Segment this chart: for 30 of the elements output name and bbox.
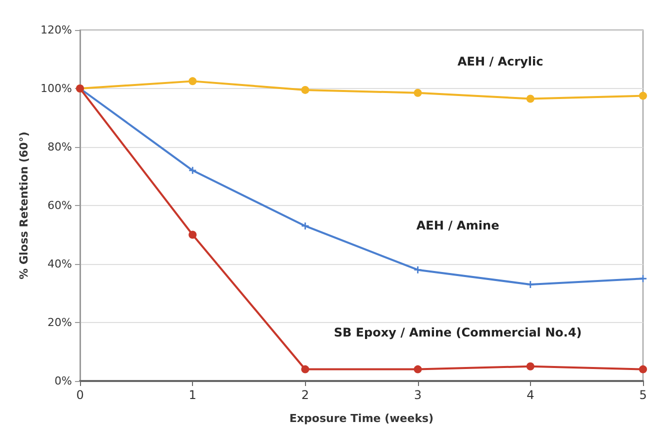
point bbox=[189, 166, 196, 174]
x-tick-label: 1 bbox=[188, 388, 196, 402]
point bbox=[414, 365, 422, 374]
y-tick-label: 20% bbox=[48, 316, 72, 329]
text: AEH / Amine bbox=[416, 218, 500, 232]
point bbox=[414, 266, 422, 274]
point bbox=[639, 365, 647, 374]
x-axis-title: Exposure Time (weeks) bbox=[289, 412, 434, 425]
point bbox=[639, 92, 647, 100]
y-tick-label: 100% bbox=[40, 82, 72, 95]
point bbox=[526, 362, 534, 370]
point bbox=[526, 94, 534, 103]
point bbox=[188, 77, 197, 86]
y-tick-label: 40% bbox=[48, 258, 72, 270]
point bbox=[301, 365, 310, 374]
x-tick-label: 4 bbox=[526, 388, 534, 402]
y-axis-title: % Gloss Retention (60°) bbox=[18, 132, 31, 280]
y-tick-label: 60% bbox=[48, 199, 72, 212]
x-tick-label: 0 bbox=[76, 388, 84, 402]
point bbox=[188, 230, 197, 239]
y-tick-label: 0% bbox=[54, 374, 72, 388]
x-tick-label: 2 bbox=[301, 388, 310, 402]
text: SB Epoxy / Amine (Commercial No.4) bbox=[334, 325, 582, 340]
x-tick-label: 3 bbox=[414, 388, 422, 402]
text: AEH / Acrylic bbox=[458, 54, 544, 69]
point bbox=[414, 88, 422, 97]
x-tick-label: 5 bbox=[639, 388, 647, 402]
y-tick-label: 120% bbox=[40, 24, 72, 36]
y-tick-label: 80% bbox=[48, 140, 72, 154]
point bbox=[301, 86, 310, 94]
